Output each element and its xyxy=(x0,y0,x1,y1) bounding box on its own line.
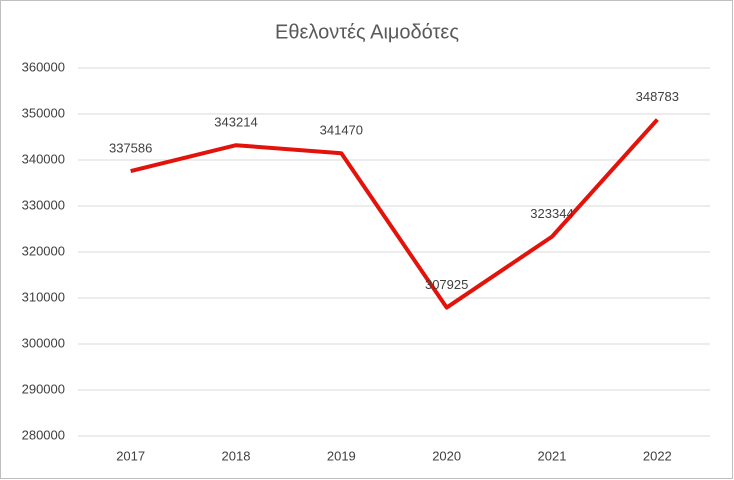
x-tick-label: 2017 xyxy=(116,448,145,463)
y-tick-label: 350000 xyxy=(22,105,65,120)
y-tick-label: 330000 xyxy=(22,197,65,212)
data-line xyxy=(130,118,659,310)
data-label: 307925 xyxy=(425,277,468,292)
y-tick-label: 290000 xyxy=(22,381,65,396)
data-label: 341470 xyxy=(320,123,363,138)
y-tick-label: 310000 xyxy=(22,289,65,304)
x-tick-label: 2018 xyxy=(222,448,251,463)
data-label: 343214 xyxy=(214,115,257,130)
x-tick-label: 2020 xyxy=(432,448,461,463)
chart-title: Εθελοντές Αιμοδότες xyxy=(275,21,459,43)
data-label: 337586 xyxy=(109,141,152,156)
y-tick-label: 280000 xyxy=(22,427,65,442)
y-tick-label: 360000 xyxy=(22,59,65,74)
data-label: 348783 xyxy=(636,89,679,104)
y-tick-label: 300000 xyxy=(22,335,65,350)
x-tick-label: 2019 xyxy=(327,448,356,463)
data-label: 323344 xyxy=(530,206,573,221)
x-tick-label: 2022 xyxy=(643,448,672,463)
x-tick-label: 2021 xyxy=(538,448,567,463)
y-tick-label: 340000 xyxy=(22,151,65,166)
y-tick-label: 320000 xyxy=(22,243,65,258)
